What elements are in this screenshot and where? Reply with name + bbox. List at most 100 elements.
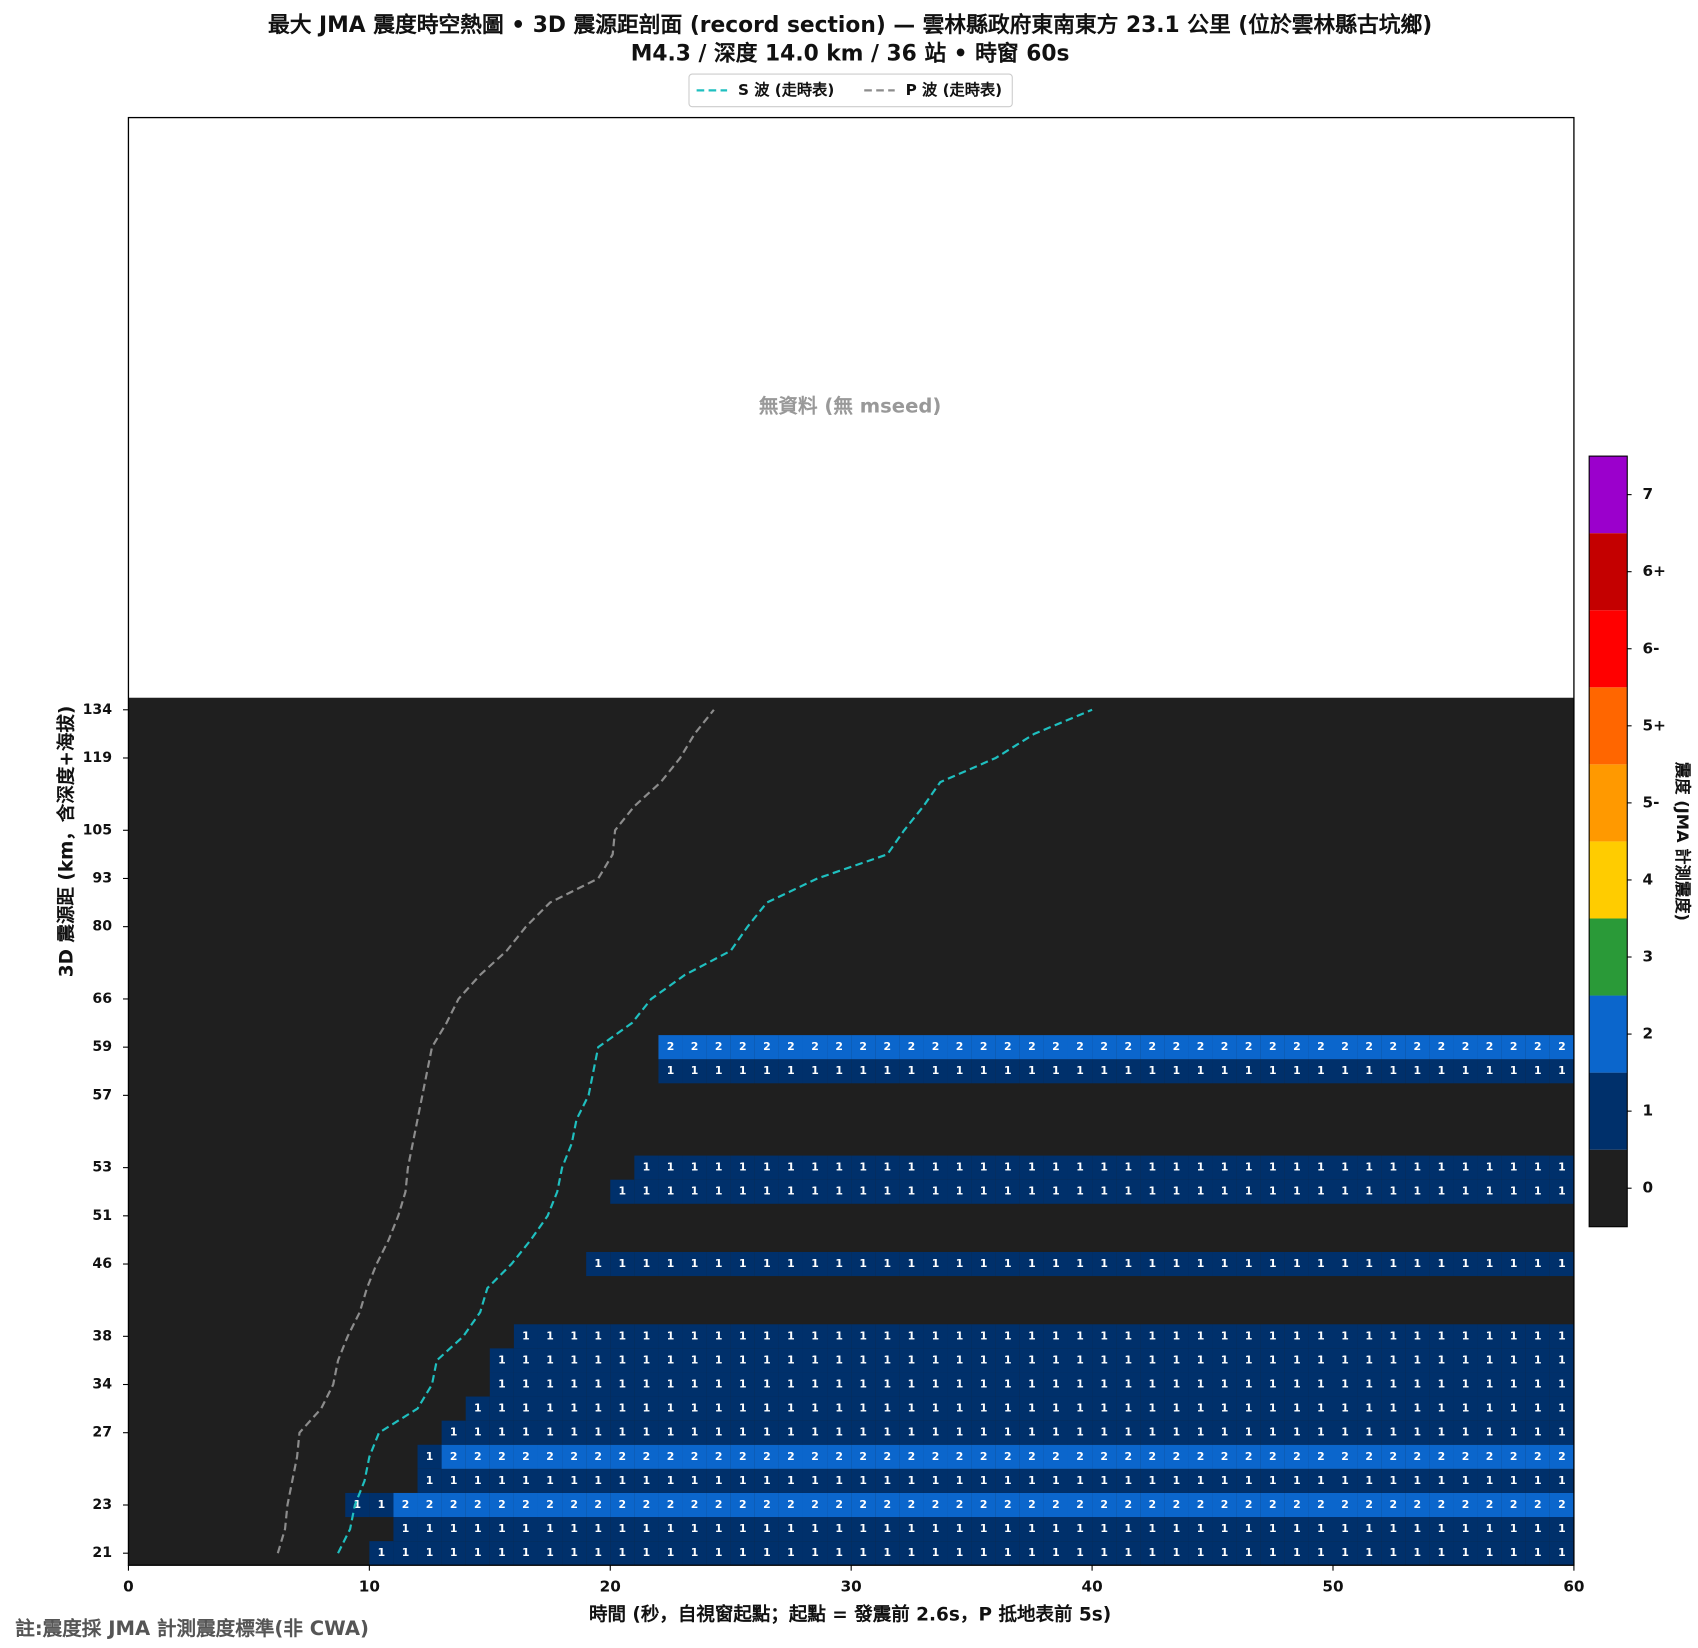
cell-label: 1 bbox=[1076, 1185, 1084, 1198]
heat-cell bbox=[730, 1035, 755, 1060]
cell-label: 1 bbox=[498, 1426, 506, 1439]
heat-cell bbox=[1067, 1396, 1093, 1421]
cell-label: 1 bbox=[1197, 1185, 1205, 1198]
heat-cell bbox=[1477, 1251, 1502, 1277]
heat-cell bbox=[441, 1541, 466, 1566]
heat-cell bbox=[562, 1541, 587, 1566]
heat-cell bbox=[1357, 1396, 1382, 1421]
cell-label: 1 bbox=[594, 1426, 602, 1439]
heat-cell bbox=[1188, 1492, 1213, 1518]
heat-cell bbox=[947, 1035, 972, 1060]
heat-cell bbox=[875, 1420, 900, 1445]
colorbar-segment bbox=[1589, 1149, 1628, 1227]
heat-cell bbox=[827, 1059, 852, 1084]
cell-label: 1 bbox=[1558, 1064, 1566, 1077]
cell-label: 1 bbox=[932, 1546, 940, 1559]
cell-label: 1 bbox=[1076, 1402, 1084, 1415]
cell-label: 1 bbox=[619, 1474, 627, 1487]
cell-label: 1 bbox=[932, 1474, 940, 1487]
heat-cell bbox=[1260, 1396, 1285, 1421]
heat-cell bbox=[971, 1420, 996, 1445]
heat-cell bbox=[537, 1420, 563, 1445]
cell-label: 2 bbox=[667, 1498, 675, 1511]
heat-cell bbox=[1019, 1059, 1044, 1084]
heat-cell bbox=[1284, 1251, 1309, 1277]
cell-label: 1 bbox=[1414, 1353, 1422, 1366]
cell-label: 2 bbox=[1462, 1498, 1470, 1511]
heat-cell bbox=[610, 1324, 635, 1349]
heat-cell bbox=[730, 1348, 755, 1373]
cell-label: 1 bbox=[1486, 1402, 1494, 1415]
cell-label: 1 bbox=[1365, 1546, 1373, 1559]
cell-label: 1 bbox=[908, 1426, 916, 1439]
cell-label: 1 bbox=[1052, 1329, 1060, 1342]
cell-label: 1 bbox=[908, 1402, 916, 1415]
cell-label: 1 bbox=[884, 1474, 892, 1487]
heat-cell bbox=[875, 1324, 900, 1349]
heat-cell bbox=[1019, 1155, 1044, 1180]
heat-cell bbox=[947, 1420, 972, 1445]
heat-cell bbox=[1116, 1444, 1141, 1469]
cell-label: 1 bbox=[787, 1402, 795, 1415]
heat-cell bbox=[778, 1468, 803, 1493]
heat-cell bbox=[1212, 1179, 1237, 1204]
heat-cell bbox=[586, 1517, 611, 1542]
heat-cell bbox=[706, 1324, 731, 1349]
colorbar-segment bbox=[1589, 841, 1628, 919]
heat-cell bbox=[971, 1179, 996, 1204]
cell-label: 1 bbox=[1341, 1522, 1349, 1535]
cell-label: 2 bbox=[859, 1498, 867, 1511]
cell-label: 1 bbox=[908, 1474, 916, 1487]
heat-cell bbox=[1092, 1179, 1117, 1204]
heat-cell bbox=[513, 1348, 538, 1373]
heat-cell bbox=[995, 1420, 1020, 1445]
cell-label: 1 bbox=[1149, 1474, 1157, 1487]
cell-label: 1 bbox=[715, 1522, 723, 1535]
heat-cell bbox=[1381, 1324, 1406, 1349]
cell-label: 1 bbox=[859, 1064, 867, 1077]
heat-cell bbox=[1284, 1492, 1309, 1518]
cell-label: 1 bbox=[691, 1064, 699, 1077]
heat-cell bbox=[1453, 1444, 1478, 1469]
cell-label: 1 bbox=[739, 1064, 747, 1077]
heat-cell bbox=[1405, 1444, 1430, 1469]
cell-label: 1 bbox=[1510, 1426, 1518, 1439]
heat-cell bbox=[1525, 1348, 1550, 1373]
heat-cell bbox=[754, 1155, 779, 1180]
colorbar-segment bbox=[1589, 995, 1628, 1073]
cell-label: 1 bbox=[787, 1329, 795, 1342]
cell-label: 1 bbox=[763, 1426, 771, 1439]
cell-label: 1 bbox=[1028, 1185, 1036, 1198]
cell-label: 2 bbox=[1245, 1040, 1253, 1053]
heat-cell bbox=[1284, 1372, 1309, 1397]
cell-label: 2 bbox=[1534, 1450, 1542, 1463]
cell-label: 1 bbox=[594, 1546, 602, 1559]
heat-cell bbox=[1236, 1059, 1261, 1084]
cell-label: 2 bbox=[811, 1040, 819, 1053]
heat-cell bbox=[1164, 1372, 1189, 1397]
heat-cell bbox=[441, 1444, 466, 1469]
heat-cell bbox=[513, 1444, 538, 1469]
cell-label: 1 bbox=[1293, 1353, 1301, 1366]
cell-label: 2 bbox=[1486, 1498, 1494, 1511]
cell-label: 2 bbox=[1149, 1040, 1157, 1053]
heat-cell bbox=[1067, 1492, 1093, 1518]
heat-cell bbox=[634, 1324, 659, 1349]
heat-cell bbox=[1357, 1179, 1382, 1204]
heat-cell bbox=[1188, 1468, 1213, 1493]
heat-cell bbox=[1116, 1396, 1141, 1421]
heat-cell bbox=[1549, 1035, 1574, 1060]
heat-cell bbox=[610, 1492, 635, 1518]
heat-cell bbox=[1477, 1468, 1502, 1493]
cell-label: 1 bbox=[1269, 1329, 1277, 1342]
heat-cell bbox=[1116, 1059, 1141, 1084]
cell-label: 1 bbox=[787, 1064, 795, 1077]
cell-label: 1 bbox=[643, 1426, 651, 1439]
heat-cell bbox=[778, 1324, 803, 1349]
cell-label: 1 bbox=[1317, 1064, 1325, 1077]
cell-label: 1 bbox=[835, 1329, 843, 1342]
cell-label: 1 bbox=[1100, 1378, 1108, 1391]
y-axis-label: 3D 震源距 (km，含深度+海拔) bbox=[55, 706, 77, 978]
cell-label: 1 bbox=[1269, 1402, 1277, 1415]
